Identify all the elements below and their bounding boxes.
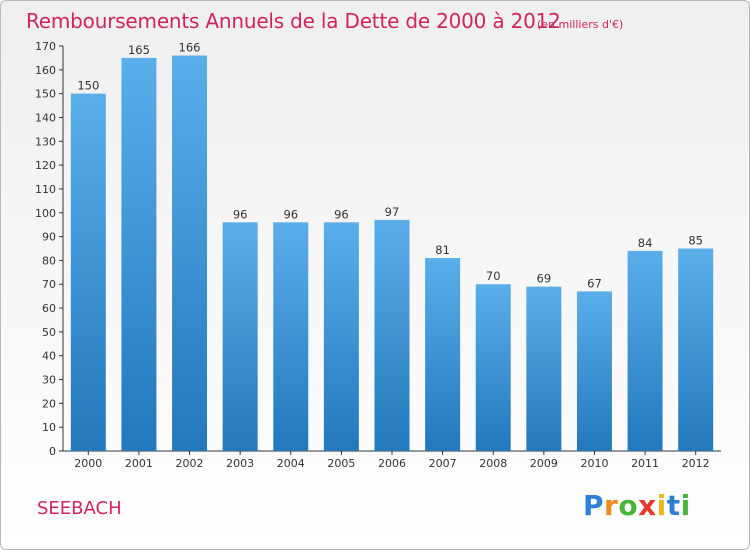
x-tick-label-2009: 2009 [530,457,558,470]
x-tick-label-2005: 2005 [327,457,355,470]
bar-2000 [70,93,106,451]
data-label-2010: 67 [587,276,602,290]
x-tick-label-2000: 2000 [74,457,102,470]
bar-2012 [678,248,714,451]
x-tick-label-2011: 2011 [631,457,659,470]
y-tick-label: 20 [42,397,56,410]
data-label-2003: 96 [233,207,248,221]
bar-2003 [222,222,258,451]
bar-2005 [323,222,359,451]
bar-2010 [576,291,612,451]
bar-2001 [121,57,157,451]
bar-2004 [273,222,309,451]
x-tick-label-2002: 2002 [176,457,204,470]
data-label-2008: 70 [486,269,501,283]
y-tick-label: 70 [42,278,56,291]
y-tick-label: 90 [42,231,56,244]
x-tick-label-2006: 2006 [378,457,406,470]
y-tick-label: 160 [35,64,56,77]
y-tick-label: 0 [49,445,56,458]
x-tick-label-2003: 2003 [226,457,254,470]
x-tick-label-2008: 2008 [479,457,507,470]
logo-letter: i [656,489,667,522]
logo-letter: i [680,489,691,522]
proxiti-logo: Proxiti [583,489,691,522]
x-tick-label-2001: 2001 [125,457,153,470]
logo-letter: x [638,489,657,522]
y-tick-label: 170 [35,40,56,53]
y-tick-label: 10 [42,421,56,434]
x-tick-label-2010: 2010 [580,457,608,470]
bar-2011 [627,250,663,451]
data-label-2005: 96 [334,207,349,221]
bar-2007 [425,258,461,451]
y-tick-label: 140 [35,111,56,124]
y-tick-label: 50 [42,326,56,339]
logo-letter: o [618,489,639,522]
data-label-2001: 165 [128,43,150,57]
y-tick-label: 100 [35,207,56,220]
y-tick-label: 150 [35,88,56,101]
chart-subtitle: (en milliers d'€) [537,18,624,31]
data-label-2007: 81 [435,243,450,257]
y-tick-label: 130 [35,135,56,148]
y-tick-label: 80 [42,254,56,267]
data-label-2004: 96 [283,207,298,221]
x-tick-label-2007: 2007 [429,457,457,470]
y-tick-label: 60 [42,302,56,315]
y-tick-label: 40 [42,350,56,363]
y-tick-label: 110 [35,183,56,196]
data-label-2012: 85 [688,234,703,248]
bar-2009 [526,286,562,451]
bar-2008 [475,284,511,451]
bar-2002 [172,55,208,451]
commune-name: SEEBACH [37,498,122,519]
data-label-2009: 69 [537,272,552,286]
data-label-2002: 166 [179,41,201,55]
logo-letter: P [583,489,605,522]
logo-letter: r [604,489,619,522]
data-label-2000: 150 [77,79,99,93]
x-tick-label-2004: 2004 [277,457,305,470]
data-label-2011: 84 [638,236,653,250]
y-tick-label: 30 [42,374,56,387]
data-label-2006: 97 [385,205,400,219]
bar-2006 [374,219,410,451]
chart-title: Remboursements Annuels de la Dette de 20… [26,9,561,33]
y-tick-label: 120 [35,159,56,172]
logo-letter: t [666,489,681,522]
x-tick-label-2012: 2012 [682,457,710,470]
